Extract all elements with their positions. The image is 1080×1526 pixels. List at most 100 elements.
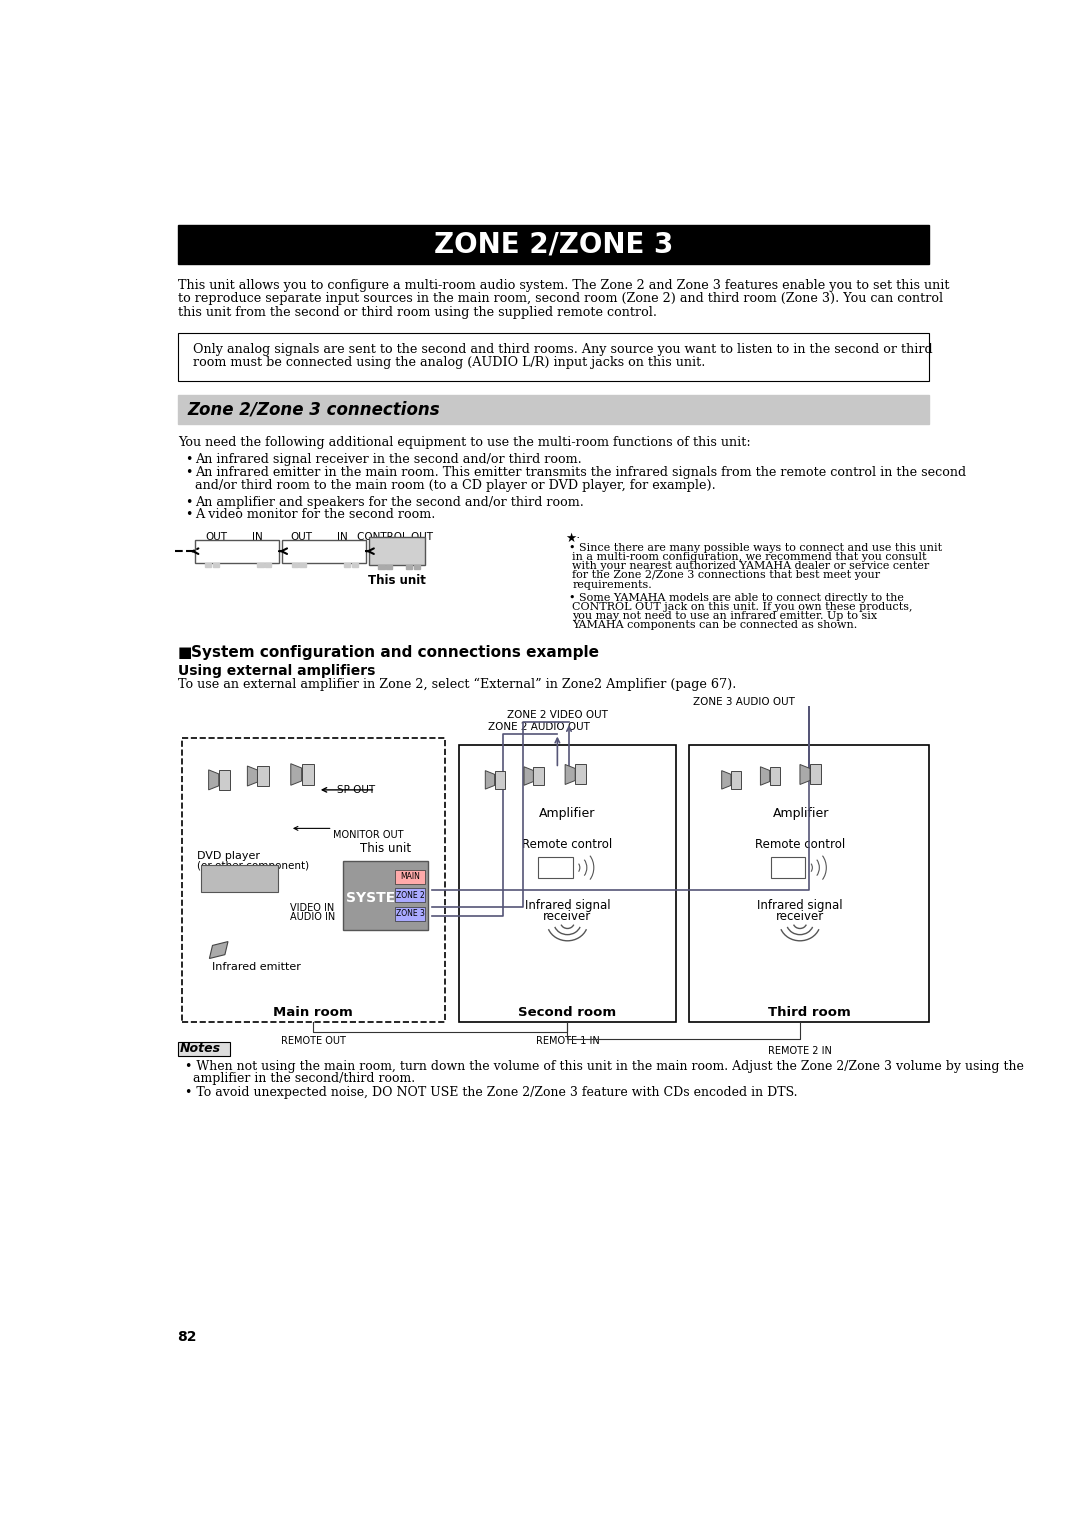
Text: requirements.: requirements.: [572, 580, 652, 589]
Text: receiver: receiver: [543, 909, 592, 923]
Text: Amplifier: Amplifier: [539, 807, 596, 819]
Polygon shape: [485, 771, 495, 789]
Text: ■: ■: [177, 645, 192, 661]
Bar: [177, 226, 930, 264]
Text: REMOTE 1 IN: REMOTE 1 IN: [536, 1036, 599, 1047]
Text: A video monitor for the second room.: A video monitor for the second room.: [195, 508, 436, 520]
Bar: [495, 771, 504, 789]
Text: (or other component): (or other component): [197, 861, 309, 871]
Text: System configuration and connections example: System configuration and connections exa…: [191, 645, 598, 661]
Polygon shape: [247, 766, 257, 786]
Polygon shape: [291, 763, 301, 786]
Polygon shape: [210, 942, 228, 958]
Bar: [299, 563, 306, 566]
Text: Remote control: Remote control: [523, 838, 612, 850]
Bar: [534, 766, 543, 786]
Bar: [369, 537, 424, 565]
Bar: [195, 540, 279, 563]
Text: ZONE 2 VIDEO OUT: ZONE 2 VIDEO OUT: [507, 710, 608, 720]
Bar: [538, 858, 572, 879]
Text: ZONE 2/ZONE 3: ZONE 2/ZONE 3: [434, 230, 673, 259]
Bar: [292, 563, 298, 566]
Bar: [213, 563, 218, 566]
Bar: [731, 771, 741, 789]
Text: AUDIO IN: AUDIO IN: [291, 913, 335, 922]
Text: receiver: receiver: [775, 909, 824, 923]
Text: to reproduce separate input sources in the main room, second room (Zone 2) and t: to reproduce separate input sources in t…: [177, 293, 943, 305]
Text: Only analog signals are sent to the second and third rooms. Any source you want : Only analog signals are sent to the seco…: [186, 342, 933, 356]
Text: YAMAHA components can be connected as shown.: YAMAHA components can be connected as sh…: [572, 621, 858, 630]
Bar: [459, 745, 676, 1022]
Text: Using external amplifiers: Using external amplifiers: [177, 664, 375, 678]
Polygon shape: [208, 769, 218, 790]
Bar: [395, 888, 424, 902]
Bar: [395, 870, 424, 884]
Text: DVD player: DVD player: [197, 850, 260, 861]
Text: • Some YAMAHA models are able to connect directly to the: • Some YAMAHA models are able to connect…: [569, 592, 904, 603]
Text: Third room: Third room: [768, 1006, 851, 1018]
Text: An amplifier and speakers for the second and/or third room.: An amplifier and speakers for the second…: [195, 496, 584, 508]
Text: REMOTE OUT: REMOTE OUT: [281, 1036, 346, 1047]
Text: 82: 82: [177, 1331, 198, 1344]
Text: Infrared emitter: Infrared emitter: [213, 963, 301, 972]
Text: An infrared signal receiver in the second and/or third room.: An infrared signal receiver in the secon…: [195, 453, 582, 465]
Text: OUT: OUT: [205, 533, 228, 542]
Text: Remote control: Remote control: [755, 838, 845, 850]
Text: ZONE 2 AUDIO OUT: ZONE 2 AUDIO OUT: [488, 722, 590, 732]
Bar: [770, 766, 780, 786]
Text: in a multi-room configuration, we recommend that you consult: in a multi-room configuration, we recomm…: [572, 552, 927, 562]
Text: ZONE 3: ZONE 3: [395, 909, 424, 919]
Bar: [301, 763, 313, 786]
Bar: [266, 563, 271, 566]
Bar: [177, 333, 930, 382]
Bar: [257, 563, 264, 566]
Text: •: •: [186, 453, 192, 465]
Polygon shape: [760, 766, 770, 786]
Text: IN: IN: [252, 533, 262, 542]
Bar: [201, 865, 279, 891]
Text: and/or third room to the main room (to a CD player or DVD player, for example).: and/or third room to the main room (to a…: [195, 479, 716, 491]
Text: • Since there are many possible ways to connect and use this unit: • Since there are many possible ways to …: [569, 543, 942, 552]
Text: SP OUT: SP OUT: [337, 784, 375, 795]
Text: CONTROL OUT jack on this unit. If you own these products,: CONTROL OUT jack on this unit. If you ow…: [572, 601, 913, 612]
Text: VIDEO IN: VIDEO IN: [291, 903, 334, 913]
Text: MAIN: MAIN: [401, 873, 420, 882]
Polygon shape: [721, 771, 731, 789]
Text: Infrared signal: Infrared signal: [757, 899, 842, 913]
Text: This unit: This unit: [360, 841, 410, 855]
Text: Notes: Notes: [180, 1042, 221, 1056]
Text: You need the following additional equipment to use the multi-room functions of t: You need the following additional equipm…: [177, 436, 751, 449]
Bar: [177, 395, 930, 424]
Text: ★·: ★·: [565, 533, 580, 545]
Bar: [395, 906, 424, 920]
Text: MONITOR OUT: MONITOR OUT: [333, 830, 403, 839]
Text: Infrared signal: Infrared signal: [525, 899, 610, 913]
Text: This unit allows you to configure a multi-room audio system. The Zone 2 and Zone: This unit allows you to configure a mult…: [177, 279, 949, 293]
Text: •: •: [186, 496, 192, 508]
Bar: [770, 858, 806, 879]
Bar: [406, 565, 413, 569]
Text: To use an external amplifier in Zone 2, select “External” in Zone2 Amplifier (pa: To use an external amplifier in Zone 2, …: [177, 678, 735, 691]
Text: Main room: Main room: [273, 1006, 353, 1018]
Polygon shape: [524, 766, 534, 786]
Bar: [177, 1042, 230, 1056]
Text: An infrared emitter in the main room. This emitter transmits the infrared signal: An infrared emitter in the main room. Th…: [195, 467, 967, 479]
Text: OUT: OUT: [291, 533, 312, 542]
Text: CONTROL OUT: CONTROL OUT: [356, 533, 433, 542]
Bar: [342, 861, 428, 929]
Bar: [810, 765, 821, 784]
Text: Amplifier: Amplifier: [773, 807, 829, 819]
Text: amplifier in the second/third room.: amplifier in the second/third room.: [193, 1073, 415, 1085]
Bar: [352, 563, 359, 566]
Polygon shape: [800, 765, 810, 784]
Bar: [414, 565, 420, 569]
Text: you may not need to use an infrared emitter. Up to six: you may not need to use an infrared emit…: [572, 612, 877, 621]
Bar: [257, 766, 269, 786]
Text: IN: IN: [337, 533, 348, 542]
Text: REMOTE 2 IN: REMOTE 2 IN: [768, 1045, 832, 1056]
Bar: [345, 563, 350, 566]
Bar: [689, 745, 930, 1022]
Text: ZONE 2: ZONE 2: [395, 891, 424, 900]
Text: •: •: [186, 467, 192, 479]
Text: •: •: [186, 508, 192, 520]
